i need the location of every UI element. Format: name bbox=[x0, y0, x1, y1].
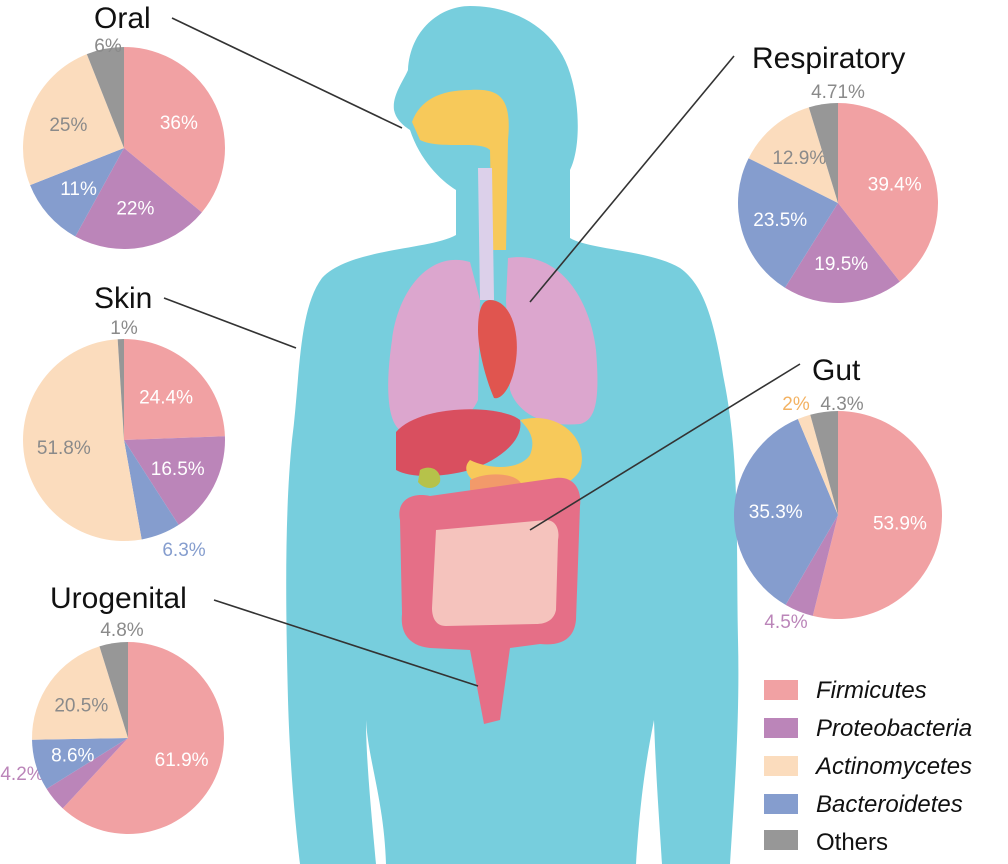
skin-slice-actinomycetes bbox=[22, 339, 142, 542]
respiratory-label-others: 4.71% bbox=[811, 82, 865, 103]
small-intestine bbox=[432, 520, 559, 626]
left-lung bbox=[388, 259, 480, 432]
oral-label-others: 6% bbox=[94, 36, 122, 57]
urogenital-label-bacteroidetes: 8.6% bbox=[51, 745, 94, 766]
liver bbox=[396, 409, 521, 476]
oral-slice-actinomycetes bbox=[23, 54, 125, 186]
gut-label-others: 4.3% bbox=[820, 394, 863, 415]
respiratory-title: Respiratory bbox=[752, 42, 905, 75]
oral-leader-line bbox=[171, 17, 403, 129]
gut-slice-firmicutes bbox=[812, 411, 942, 619]
skin-label-others: 1% bbox=[110, 318, 138, 339]
respiratory-label-bacteroidetes: 23.5% bbox=[753, 210, 807, 231]
urogenital-slice-others bbox=[99, 642, 128, 738]
urogenital-label-others: 4.8% bbox=[100, 620, 143, 641]
gallbladder bbox=[418, 467, 441, 488]
urogenital-leader-line bbox=[213, 599, 479, 687]
oral-pie: 36% 22% 11% 25% 6% bbox=[23, 36, 225, 249]
gut-label-bacteroidetes: 35.3% bbox=[749, 502, 803, 523]
legend-label-proteobacteria: Proteobacteria bbox=[816, 715, 972, 742]
gut-pie: 53.9% 4.5% 35.3% 2% 4.3% bbox=[733, 394, 942, 633]
legend-label-bacteroidetes: Bacteroidetes bbox=[816, 791, 963, 818]
urogenital-label-actinomycetes: 20.5% bbox=[54, 695, 108, 716]
oral-label-bacteroidetes: 11% bbox=[60, 179, 97, 200]
legend-label-firmicutes: Firmicutes bbox=[816, 677, 927, 704]
urogenital-label-firmicutes: 61.9% bbox=[155, 750, 209, 771]
skin-slice-bacteroidetes bbox=[124, 440, 179, 540]
oral-slice-firmicutes bbox=[124, 47, 225, 213]
urogenital-pie: 61.9% 4.2% 8.6% 20.5% 4.8% bbox=[0, 620, 225, 834]
oral-title: Oral bbox=[94, 2, 151, 35]
nasal-airway bbox=[412, 89, 509, 250]
skin-label-proteobacteria: 16.5% bbox=[151, 459, 205, 480]
legend-label-others: Others bbox=[816, 829, 888, 856]
urogenital-slice-proteobacteria bbox=[46, 738, 128, 809]
respiratory-label-actinomycetes: 12.9% bbox=[772, 148, 826, 169]
oral-label-firmicutes: 36% bbox=[160, 113, 198, 134]
urogenital-title: Urogenital bbox=[50, 582, 187, 615]
right-lung bbox=[506, 257, 598, 425]
urogenital-slice-bacteroidetes bbox=[32, 738, 128, 789]
oral-label-actinomycetes: 25% bbox=[49, 115, 87, 136]
skin-slice-proteobacteria bbox=[124, 436, 225, 525]
trachea bbox=[478, 168, 494, 300]
legend: Firmicutes Proteobacteria Actinomycetes … bbox=[764, 677, 972, 856]
oral-slice-proteobacteria bbox=[75, 148, 202, 249]
legend-swatch-actinomycetes bbox=[764, 756, 798, 776]
gut-slice-others bbox=[810, 411, 838, 515]
gut-label-firmicutes: 53.9% bbox=[873, 514, 927, 535]
stomach bbox=[466, 418, 582, 493]
skin-slice-others bbox=[117, 339, 124, 440]
respiratory-slice-bacteroidetes bbox=[738, 158, 838, 288]
respiratory-label-proteobacteria: 19.5% bbox=[814, 254, 868, 275]
respiratory-slice-actinomycetes bbox=[748, 107, 838, 203]
leader-lines bbox=[163, 17, 801, 687]
oral-slice-others bbox=[86, 47, 124, 148]
gut-slice-actinomycetes bbox=[797, 414, 838, 515]
skin-label-firmicutes: 24.4% bbox=[139, 387, 193, 408]
gut-leader-line bbox=[529, 363, 801, 531]
skin-title: Skin bbox=[94, 282, 152, 315]
gut-slice-bacteroidetes bbox=[733, 419, 838, 605]
skin-pie: 24.4% 16.5% 6.3% 51.8% 1% bbox=[22, 318, 225, 561]
urogenital-slice-actinomycetes bbox=[32, 646, 128, 740]
oral-label-proteobacteria: 22% bbox=[116, 199, 154, 220]
legend-swatch-proteobacteria bbox=[764, 718, 798, 738]
gut-label-actinomycetes: 2% bbox=[782, 394, 810, 415]
human-body-illustration bbox=[286, 6, 739, 864]
skin-slice-firmicutes bbox=[124, 339, 225, 440]
gut-label-proteobacteria: 4.5% bbox=[764, 612, 807, 633]
gut-title: Gut bbox=[812, 354, 861, 387]
legend-swatch-bacteroidetes bbox=[764, 794, 798, 814]
respiratory-label-firmicutes: 39.4% bbox=[868, 174, 922, 195]
legend-label-actinomycetes: Actinomycetes bbox=[814, 753, 972, 780]
heart bbox=[478, 300, 517, 399]
skin-label-actinomycetes: 51.8% bbox=[37, 438, 91, 459]
gut-slice-proteobacteria bbox=[785, 515, 838, 616]
respiratory-slice-firmicutes bbox=[838, 103, 938, 282]
legend-swatch-others bbox=[764, 830, 798, 850]
respiratory-pie: 39.4% 19.5% 23.5% 12.9% 4.71% bbox=[738, 82, 938, 304]
respiratory-leader-line bbox=[529, 55, 735, 303]
skin-label-bacteroidetes: 6.3% bbox=[162, 540, 205, 561]
legend-swatch-firmicutes bbox=[764, 680, 798, 700]
respiratory-slice-others bbox=[808, 103, 838, 203]
respiratory-slice-proteobacteria bbox=[784, 203, 900, 304]
skin-leader-line bbox=[163, 297, 297, 349]
urogenital-label-proteobacteria: 4.2% bbox=[0, 764, 43, 785]
urogenital-slice-firmicutes bbox=[62, 642, 225, 834]
oral-slice-bacteroidetes bbox=[30, 148, 124, 237]
